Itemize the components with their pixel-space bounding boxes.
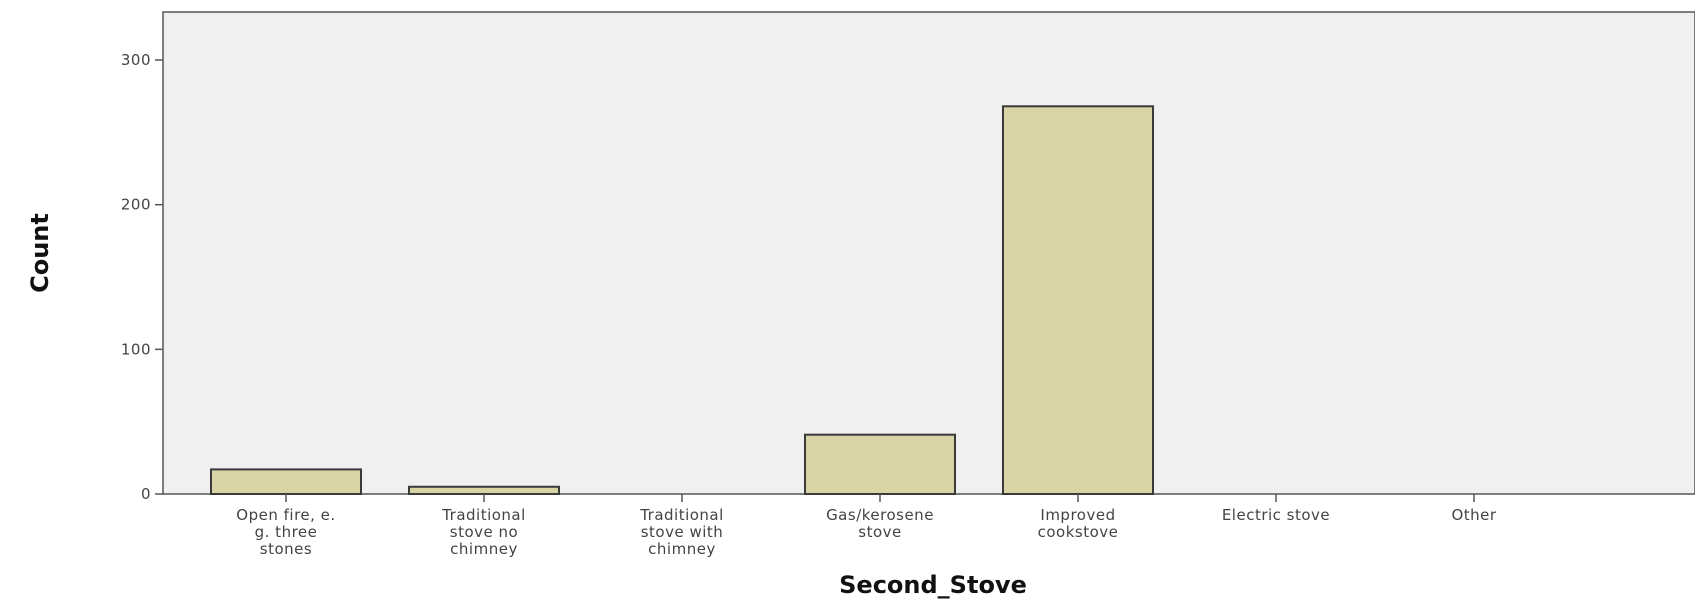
x-tick-label: Traditional stove no chimney bbox=[441, 506, 526, 558]
y-tick-label: 300 bbox=[121, 51, 151, 69]
bar bbox=[408, 485, 560, 495]
bar bbox=[804, 433, 956, 496]
y-tick-label: 200 bbox=[121, 196, 151, 214]
y-tick-label: 100 bbox=[121, 340, 151, 358]
x-tick-label: Traditional stove with chimney bbox=[639, 506, 724, 558]
bar bbox=[1002, 105, 1154, 495]
y-tick-label: 0 bbox=[141, 485, 151, 503]
x-tick-label: Electric stove bbox=[1222, 506, 1330, 524]
plot-area bbox=[162, 11, 1695, 495]
x-tick-label: Open fire, e. g. three stones bbox=[236, 506, 335, 558]
x-tick-label: Gas/kerosene stove bbox=[826, 506, 934, 541]
x-tick-label: Improved cookstove bbox=[1038, 506, 1119, 541]
y-axis-title: Count bbox=[26, 213, 54, 293]
x-axis-title: Second_Stove bbox=[839, 571, 1027, 599]
x-tick-label: Other bbox=[1451, 506, 1496, 524]
bar bbox=[210, 468, 362, 496]
